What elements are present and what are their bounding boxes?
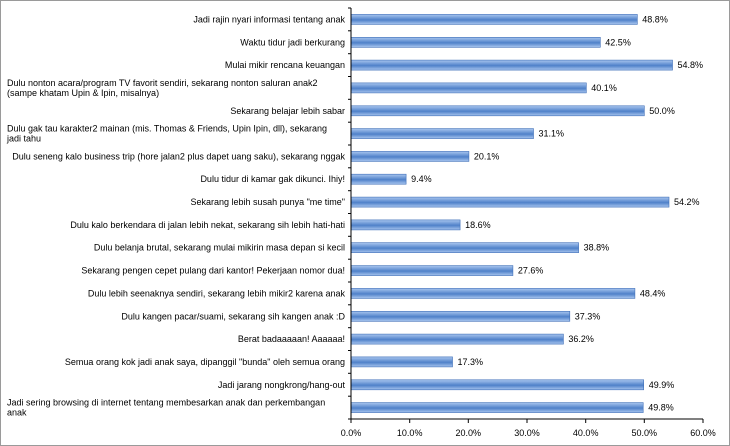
data-label: 37.3% bbox=[575, 311, 601, 321]
category-label: Dulu gak tau karakter2 mainan (mis. Thom… bbox=[6, 124, 327, 144]
category-label: Berat badaaaaan! Aaaaaa! bbox=[238, 334, 345, 344]
bar bbox=[350, 128, 534, 139]
data-label: 31.1% bbox=[539, 129, 565, 139]
category-label: Sekarang pengen cepet pulang dari kantor… bbox=[81, 266, 345, 276]
category-label: Jadi jarang nongkrong/hang-out bbox=[218, 380, 346, 390]
x-tick-label: 10.0% bbox=[397, 428, 423, 438]
data-label: 49.9% bbox=[649, 380, 675, 390]
bar bbox=[350, 59, 673, 71]
bar bbox=[350, 105, 645, 117]
bar bbox=[350, 14, 638, 25]
data-label: 38.8% bbox=[584, 243, 610, 253]
category-label: Dulu nonton acara/program TV favorit sen… bbox=[7, 78, 318, 98]
data-label: 48.4% bbox=[640, 288, 666, 298]
data-label: 40.1% bbox=[591, 83, 617, 93]
data-label: 17.3% bbox=[458, 357, 484, 367]
data-label: 54.2% bbox=[674, 197, 700, 207]
category-label: Dulu kangen pacar/suami, sekarang sih ka… bbox=[121, 311, 345, 321]
category-label-line: (sampe khatam Upin & Ipin, misalnya) bbox=[7, 88, 159, 98]
bar bbox=[350, 379, 645, 391]
category-label: Dulu seneng kalo business trip (hore jal… bbox=[12, 151, 345, 161]
x-tick-label: 30.0% bbox=[514, 428, 540, 438]
category-label: Jadi sering browsing di internet tentang… bbox=[7, 398, 325, 418]
category-label: Waktu tidur jadi berkurang bbox=[240, 37, 345, 47]
category-label-line: anak bbox=[7, 408, 27, 418]
category-label-line: Dulu gak tau karakter2 mainan (mis. Thom… bbox=[7, 124, 327, 134]
category-label-line: jadi tahu bbox=[6, 134, 41, 144]
data-label: 36.2% bbox=[568, 334, 594, 344]
bar bbox=[350, 196, 670, 208]
category-label: Semua orang kok jadi anak saya, dipanggi… bbox=[65, 357, 345, 367]
plot-area: 48.8% Jadi rajin nyari informasi tentang … bbox=[6, 7, 716, 438]
category-label: Sekarang belajar lebih sabar bbox=[230, 106, 345, 116]
category-label: Dulu tidur di kamar gak dikunci. Ihiy! bbox=[200, 174, 345, 184]
x-tick-label: 20.0% bbox=[456, 428, 482, 438]
bar bbox=[350, 151, 470, 162]
x-tick-label: 50.0% bbox=[632, 428, 658, 438]
data-label: 9.4% bbox=[411, 174, 432, 184]
x-tick-label: 60.0% bbox=[690, 428, 716, 438]
bar bbox=[350, 265, 514, 276]
category-label: Sekarang lebih susah punya "me time" bbox=[191, 197, 345, 207]
x-tick-label: 40.0% bbox=[573, 428, 599, 438]
category-label: Mulai mikir rencana keuangan bbox=[225, 60, 345, 70]
data-label: 42.5% bbox=[605, 37, 631, 47]
data-label: 18.6% bbox=[465, 220, 491, 230]
bar bbox=[350, 173, 407, 185]
category-label: Dulu belanja brutal, sekarang mulai miki… bbox=[94, 243, 345, 253]
category-label: Jadi rajin nyari informasi tentang anak bbox=[193, 14, 345, 24]
bar bbox=[350, 242, 579, 253]
bar bbox=[350, 356, 453, 368]
bar bbox=[350, 82, 587, 94]
category-label: Dulu lebih seenaknya sendiri, sekarang l… bbox=[88, 288, 346, 298]
data-label: 54.8% bbox=[678, 60, 704, 70]
bar bbox=[350, 36, 601, 48]
category-label: Dulu kalo berkendara di jalan lebih neka… bbox=[70, 220, 345, 230]
bar bbox=[350, 288, 636, 299]
data-label: 49.8% bbox=[648, 403, 674, 413]
bar bbox=[350, 333, 564, 345]
data-label: 27.6% bbox=[518, 266, 544, 276]
bar bbox=[350, 310, 571, 322]
bar bbox=[350, 402, 644, 413]
bar bbox=[350, 219, 461, 231]
data-label: 20.1% bbox=[474, 151, 500, 161]
category-label-line: Jadi sering browsing di internet tentang… bbox=[7, 398, 325, 408]
x-tick-label: 0.0% bbox=[341, 428, 362, 438]
data-label: 48.8% bbox=[642, 14, 668, 24]
category-label-line: Dulu nonton acara/program TV favorit sen… bbox=[7, 78, 318, 88]
data-label: 50.0% bbox=[649, 106, 675, 116]
